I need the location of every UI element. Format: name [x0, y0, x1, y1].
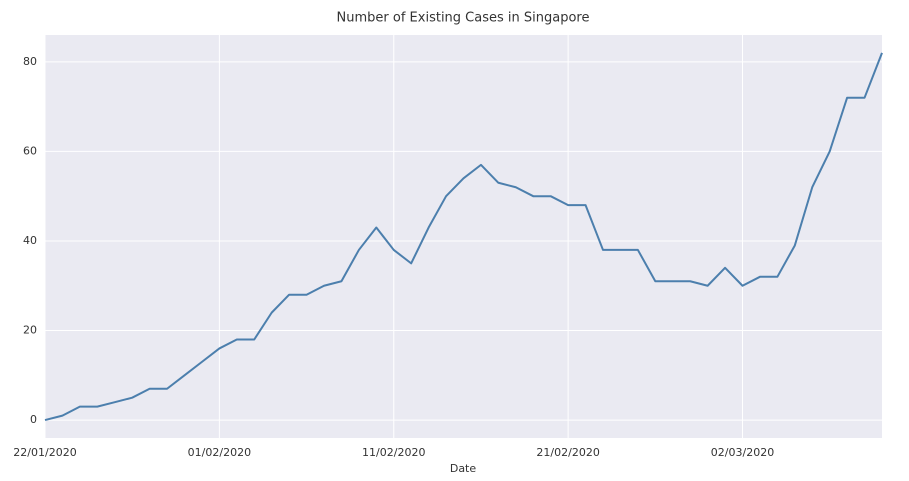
y-tick-label: 20	[23, 324, 37, 337]
x-tick-label: 21/02/2020	[536, 446, 599, 459]
chart-title: Number of Existing Cases in Singapore	[337, 11, 590, 26]
x-tick-label: 01/02/2020	[188, 446, 251, 459]
x-tick-label: 11/02/2020	[362, 446, 425, 459]
x-tick-label: 02/03/2020	[711, 446, 774, 459]
x-tick-label: 22/01/2020	[13, 446, 76, 459]
y-tick-label: 0	[30, 413, 37, 426]
x-axis-label: Date	[450, 462, 477, 475]
y-tick-label: 40	[23, 234, 37, 247]
y-tick-label: 80	[23, 55, 37, 68]
line-series	[44, 52, 883, 422]
y-tick-label: 60	[23, 144, 37, 157]
plot-area	[45, 35, 882, 438]
